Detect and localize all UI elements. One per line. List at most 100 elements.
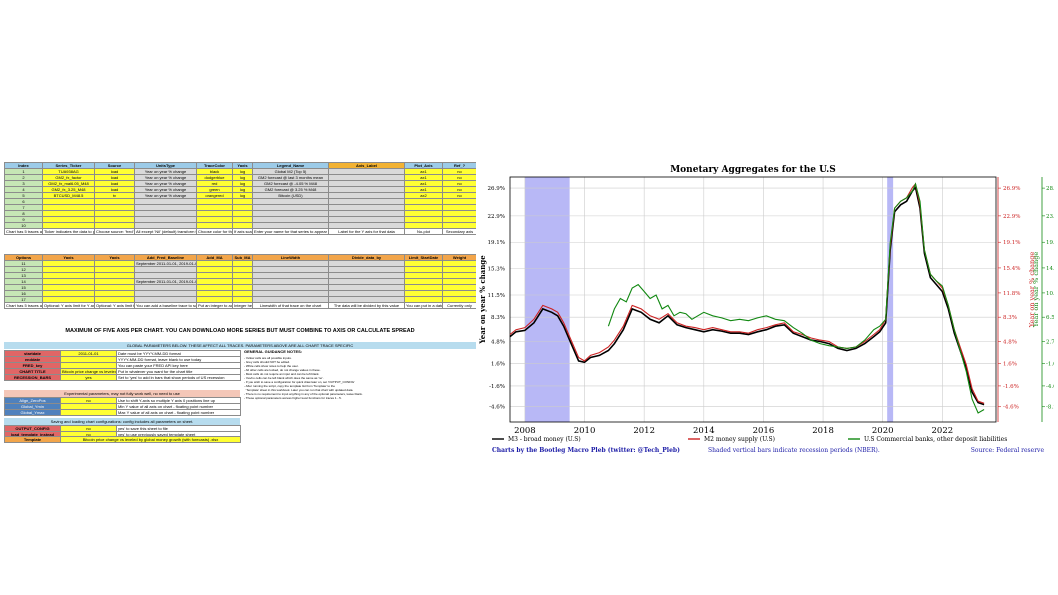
column-note: Ticker indicates the data to pull from t…: [42, 228, 95, 235]
footer-credit: Charts by the Bootleg Macro Pleb (twitte…: [492, 447, 680, 454]
global-params-table: startdate 2011-01-01 Date must be YYYY-MM-…: [4, 350, 241, 381]
chart-panel: Monetary Aggregates for the U.S 2008 2010 2…: [478, 160, 1054, 460]
table-cell[interactable]: GM2 forecast @ last 3 months mean: [252, 174, 329, 181]
footer-recession-note: Shaded vertical bars indicate recession …: [708, 447, 880, 454]
y-tick-label: -4.6%: [489, 405, 505, 411]
legend-entry: U.S Commercial banks, other deposit liab…: [864, 436, 1007, 443]
right-axis-2-tick-label: -1.0%: [1046, 362, 1054, 368]
right-axis-1-tick-label: 22.9%: [1003, 214, 1020, 220]
footer-source: Source: Federal reserve: [971, 447, 1045, 454]
max-axis-banner: MAXIMUM OF FIVE AXIS PER CHART. YOU CAN …: [65, 328, 415, 334]
chart-title: Monetary Aggregates for the U.S: [670, 165, 836, 175]
right-axis-2-tick-label: 14.7%: [1046, 266, 1054, 272]
param-note: Set to 'yes' to add in bars that show pe…: [116, 374, 241, 381]
x-tick-label: 2016: [753, 426, 775, 436]
right-axis-1-tick-label: 15.4%: [1003, 266, 1020, 272]
global-params-bar: GLOBAL PARAMETERS BELOW. THESE AFFECT AL…: [4, 342, 476, 349]
save-config-bar: Saving and loading chart configurations:…: [4, 418, 240, 425]
right-axis-2-tick-label: 10.5%: [1046, 291, 1054, 297]
table-row: 12: [4, 266, 476, 273]
column-note: The data will be divided by this value: [328, 302, 405, 309]
param-name: RECESSION_BARS: [4, 374, 61, 381]
column-note: If axis scaling: [232, 228, 253, 235]
column-note: Currently only: [442, 302, 476, 309]
table-row: 16: [4, 290, 476, 297]
table-row: 7: [4, 204, 476, 211]
right-axis-1-tick-label: -4.6%: [1003, 405, 1019, 411]
y-tick-label: 15.3%: [488, 267, 505, 273]
table-cell[interactable]: September 2011-01-01, 2019-01-01: [134, 278, 197, 285]
column-note: Linewidth of that trace on the chart: [252, 302, 329, 309]
column-note: No-plot: [404, 228, 443, 235]
options-table: Options Yaxis Yaxis Add_Fred_Baseline Add_MA…: [4, 254, 476, 309]
right-axis-2-tick-label: 2.7%: [1046, 339, 1054, 345]
right-axis-1-tick-label: 8.3%: [1003, 315, 1017, 321]
table-row: 4 GM2_fx_3.25_M48 load Year on year % chang…: [4, 186, 476, 193]
param-value[interactable]: [60, 409, 117, 416]
guidance-notes: - Yellow cells are all possible inputs. …: [244, 356, 363, 400]
column-note: Chart has 5 traces as a maximum (index 1…: [4, 302, 43, 309]
right-axis-1-label: Year on year % change: [1028, 252, 1036, 329]
right-axis-1-tick-label: 1.6%: [1003, 362, 1017, 368]
param-row: Global_Ymax Max Y value of all axis on ch…: [4, 409, 241, 416]
table-cell[interactable]: September 2011-01-01, 2019-01-01: [134, 260, 197, 267]
x-tick-label: 2010: [574, 426, 596, 436]
column-note: Secondary axis: [442, 228, 476, 235]
param-row: RECESSION_BARS yes Set to 'yes' to add in …: [4, 374, 241, 381]
recession-bar: [887, 177, 894, 422]
x-tick-label: 2012: [633, 426, 655, 436]
column-note: Integer here for subtraction: [232, 302, 253, 309]
right-axis-2-tick-label: 6.5%: [1046, 315, 1054, 321]
param-value[interactable]: Bitcoin price change vs leveled by globa…: [60, 368, 117, 375]
right-axis-1-tick-label: 19.1%: [1003, 240, 1020, 246]
y-tick-label: 4.8%: [491, 339, 505, 345]
template-table: Template Bitcoin price change vs leveled…: [4, 436, 241, 443]
column-note: Optional: Y axis limit for Y axis: [42, 302, 95, 309]
column-note: You can add a baseline trace to some tra…: [134, 302, 197, 309]
param-name: Global_Ymax: [4, 409, 61, 416]
experimental-bar: Experimental parameters, may not fully w…: [4, 390, 240, 397]
spreadsheet-panel: Index Series_Ticker Source UnitsType TraceCo…: [4, 162, 476, 444]
column-note: Choose color for the trace on the chart: [196, 228, 233, 235]
param-row: Global_Ymin Min Y value of all axis on ch…: [4, 403, 241, 410]
column-note: Label for the Y axis for that data: [328, 228, 405, 235]
column-note: Choose source: 'fred' 'load' 'tv': [94, 228, 135, 235]
x-tick-label: 2022: [932, 426, 954, 436]
column-note: Put an integer to add a moving average: [196, 302, 233, 309]
column-header: Sub_MA: [232, 254, 253, 261]
plot-area: [510, 177, 996, 422]
param-value[interactable]: yes: [60, 374, 117, 381]
y-tick-label: -1.6%: [489, 384, 505, 390]
experimental-table: Align_ZeroPos no Use to shift Y-axis so mu…: [4, 397, 241, 416]
guidance-title: GENERAL GUIDANCE NOTES:: [244, 349, 303, 354]
right-axis-2-label: Year on year % change: [1032, 252, 1040, 329]
x-tick-label: 2014: [693, 426, 715, 436]
y-tick-label: 11.5%: [488, 293, 505, 299]
y-axis-label: Year on year % change: [478, 255, 487, 345]
save-config-table: OUTPUT_CONFIG no yes' to save this sheet t…: [4, 425, 241, 438]
right-axis-1-tick-label: 11.8%: [1003, 291, 1020, 297]
template-label: Template: [4, 436, 61, 443]
y-tick-label: 1.6%: [491, 362, 505, 368]
table-cell[interactable]: GM2_fx_mal6.05_M48: [42, 180, 95, 187]
column-note: All except 'Nil' (default) transform the…: [134, 228, 197, 235]
column-note: Optional: Y axis limit for Y axis: [94, 302, 135, 309]
trace-table: Index Series_Ticker Source UnitsType TraceCo…: [4, 162, 476, 235]
column-note: Enter your name for that series to appea…: [252, 228, 329, 235]
right-axis-2-tick-label: 19.0%: [1046, 240, 1054, 246]
y-tick-label: 22.9%: [488, 214, 505, 220]
table-row: 2 GM2_fx_factor load Year on year % change d…: [4, 174, 476, 181]
y-tick-label: 26.9%: [488, 186, 505, 192]
param-row: Align_ZeroPos no Use to shift Y-axis so mu…: [4, 397, 241, 404]
right-axis-1-tick-label: 26.9%: [1003, 186, 1020, 192]
template-value[interactable]: Bitcoin price change vs leveled by globa…: [60, 436, 241, 443]
x-tick-label: 2020: [872, 426, 894, 436]
column-note: Chart has 5 traces as a max (index 1-10): [4, 228, 43, 235]
right-axis-2-tick-label: -4.6%: [1046, 384, 1054, 390]
right-axis-1-tick-label: 4.8%: [1003, 339, 1017, 345]
recession-bar: [524, 177, 570, 422]
column-header: Limit_StartDate: [404, 254, 443, 261]
param-note: Max Y value of all axis on chart - float…: [116, 409, 241, 416]
table-row: 10: [4, 222, 476, 229]
monetary-aggregates-chart: Monetary Aggregates for the U.S 2008 2010 2…: [478, 165, 1054, 454]
